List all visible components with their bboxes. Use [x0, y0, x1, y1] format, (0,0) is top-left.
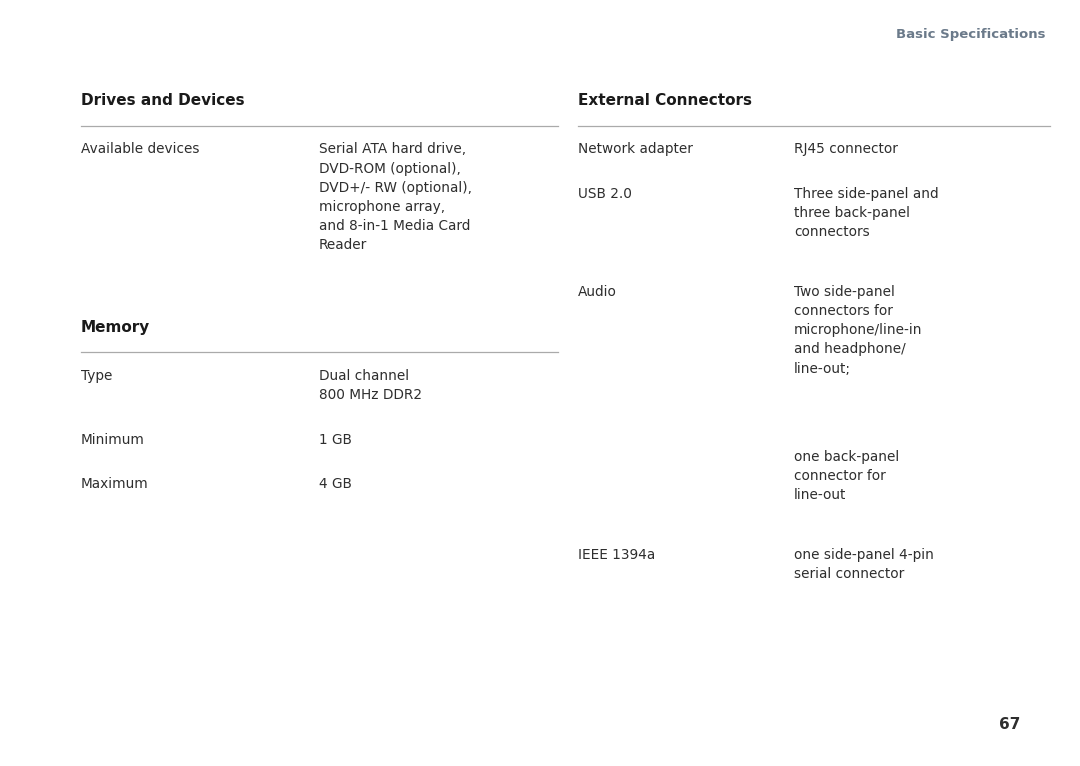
- Text: one back-panel
connector for
line-out: one back-panel connector for line-out: [794, 450, 899, 502]
- Text: Three side-panel and
three back-panel
connectors: Three side-panel and three back-panel co…: [794, 187, 939, 239]
- Text: Minimum: Minimum: [81, 433, 145, 447]
- Text: Memory: Memory: [81, 320, 150, 336]
- Text: Maximum: Maximum: [81, 477, 149, 491]
- Text: Audio: Audio: [578, 285, 617, 299]
- Text: Drives and Devices: Drives and Devices: [81, 93, 245, 109]
- Text: Network adapter: Network adapter: [578, 142, 692, 156]
- Text: Available devices: Available devices: [81, 142, 200, 156]
- Text: Serial ATA hard drive,
DVD-ROM (optional),
DVD+/- RW (optional),
microphone arra: Serial ATA hard drive, DVD-ROM (optional…: [319, 142, 472, 252]
- Text: RJ45 connector: RJ45 connector: [794, 142, 897, 156]
- Text: Dual channel
800 MHz DDR2: Dual channel 800 MHz DDR2: [319, 369, 421, 402]
- Text: 1 GB: 1 GB: [319, 433, 351, 447]
- Text: Two side-panel
connectors for
microphone/line-in
and headphone/
line-out;: Two side-panel connectors for microphone…: [794, 285, 922, 375]
- Text: IEEE 1394a: IEEE 1394a: [578, 548, 656, 561]
- Text: 67: 67: [999, 716, 1021, 732]
- Text: USB 2.0: USB 2.0: [578, 187, 632, 201]
- Text: one side-panel 4-pin
serial connector: one side-panel 4-pin serial connector: [794, 548, 934, 581]
- Text: 4 GB: 4 GB: [319, 477, 351, 491]
- Text: Type: Type: [81, 369, 112, 383]
- Text: Basic Specifications: Basic Specifications: [896, 28, 1045, 41]
- Text: External Connectors: External Connectors: [578, 93, 752, 109]
